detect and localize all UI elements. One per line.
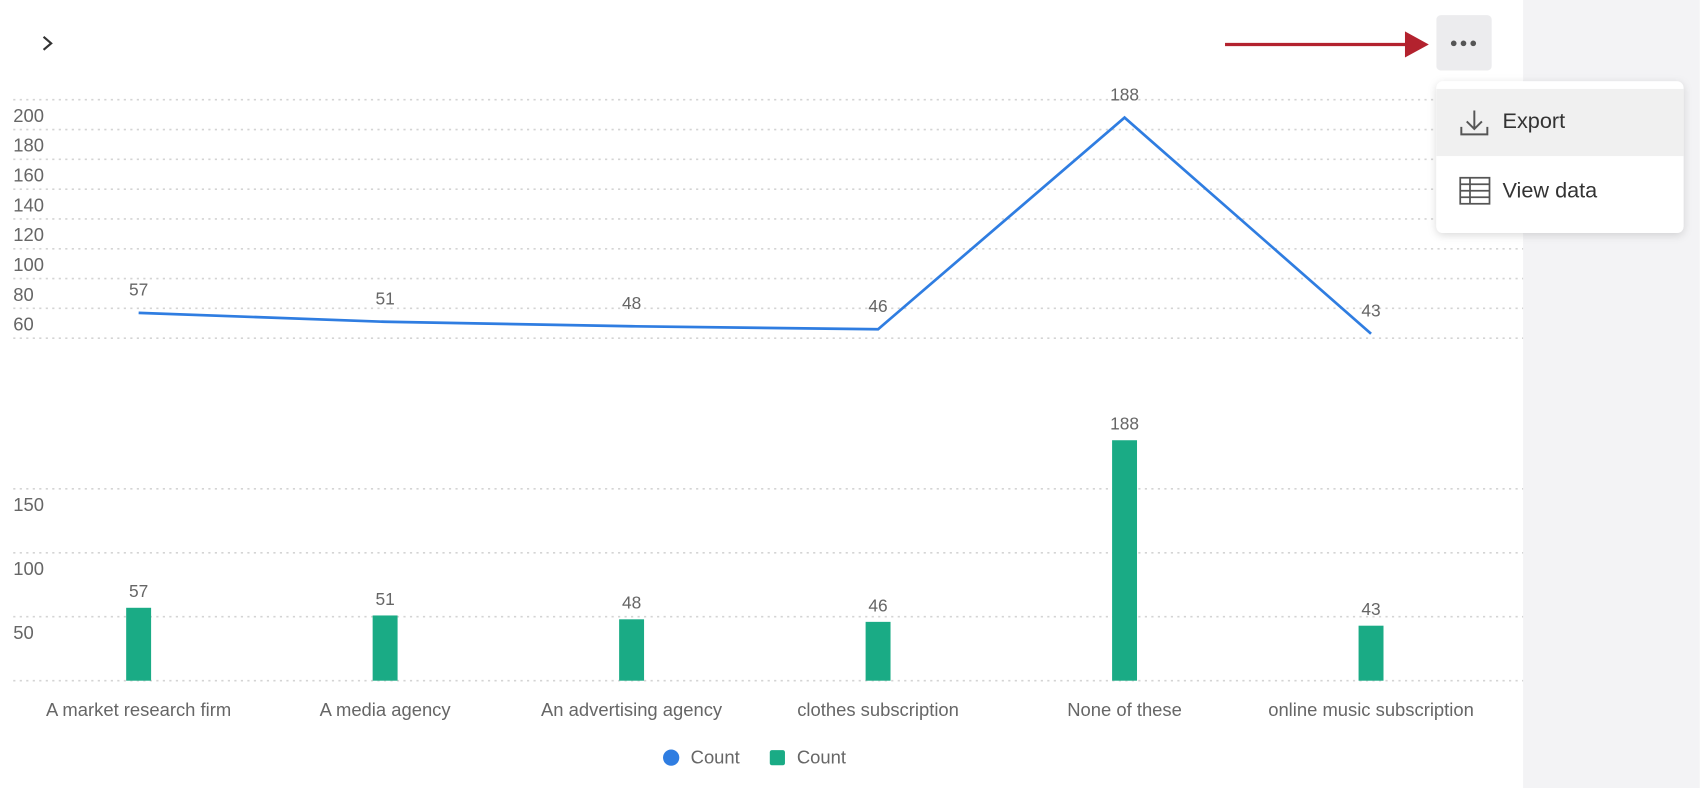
y-tick-label: 160 — [13, 165, 44, 186]
y-tick-label: 50 — [13, 622, 33, 643]
bar — [126, 607, 152, 681]
data-label: 188 — [1110, 85, 1139, 105]
x-tick-label: clothes subscription — [797, 699, 959, 720]
x-tick-label: An advertising agency — [541, 699, 723, 720]
data-label: 48 — [622, 593, 641, 613]
y-tick-label: 180 — [13, 135, 44, 156]
y-tick-label: 120 — [13, 224, 44, 245]
menu-item-highlight[interactable] — [1436, 88, 1684, 157]
y-tick-label: 60 — [13, 314, 33, 335]
x-tick-label: None of these — [1067, 699, 1182, 720]
x-tick-label: A media agency — [320, 699, 452, 720]
legend-label: Count — [691, 747, 740, 768]
legend-label: Count — [797, 747, 846, 768]
y-tick-label: 140 — [13, 194, 44, 215]
data-label: 57 — [129, 280, 148, 300]
data-label: 46 — [868, 595, 887, 615]
bar — [1112, 440, 1138, 681]
expand-chevron[interactable] — [42, 36, 53, 51]
export-icon — [1460, 110, 1489, 136]
bar — [865, 621, 891, 681]
line — [138, 115, 1372, 335]
menu-item[interactable]: Export — [1503, 108, 1566, 133]
data-label: 46 — [868, 296, 887, 316]
dot — [1460, 40, 1467, 47]
data-label: 43 — [1361, 599, 1380, 619]
y-tick-label: 150 — [13, 494, 44, 515]
dot — [1450, 40, 1457, 47]
data-label: 48 — [622, 293, 641, 313]
bar — [619, 619, 645, 681]
y-tick-label: 100 — [13, 254, 44, 275]
data-label: 57 — [129, 581, 148, 601]
legend-marker — [769, 750, 785, 766]
data-label: 51 — [375, 589, 394, 609]
dot — [1470, 40, 1477, 47]
y-tick-label: 100 — [13, 558, 44, 579]
y-tick-label: 200 — [13, 105, 44, 126]
arrow-head — [1404, 31, 1429, 58]
bar — [372, 615, 398, 681]
data-label: 51 — [375, 289, 394, 309]
x-tick-label: online music subscription — [1268, 699, 1474, 720]
menu-item[interactable]: View data — [1503, 178, 1599, 203]
table-icon — [1459, 176, 1491, 205]
data-label: 188 — [1110, 414, 1139, 434]
data-label: 43 — [1361, 301, 1380, 321]
y-tick-label: 80 — [13, 284, 33, 305]
legend-marker — [663, 749, 680, 766]
x-tick-label: A market research firm — [46, 699, 231, 720]
bar — [1358, 625, 1384, 681]
